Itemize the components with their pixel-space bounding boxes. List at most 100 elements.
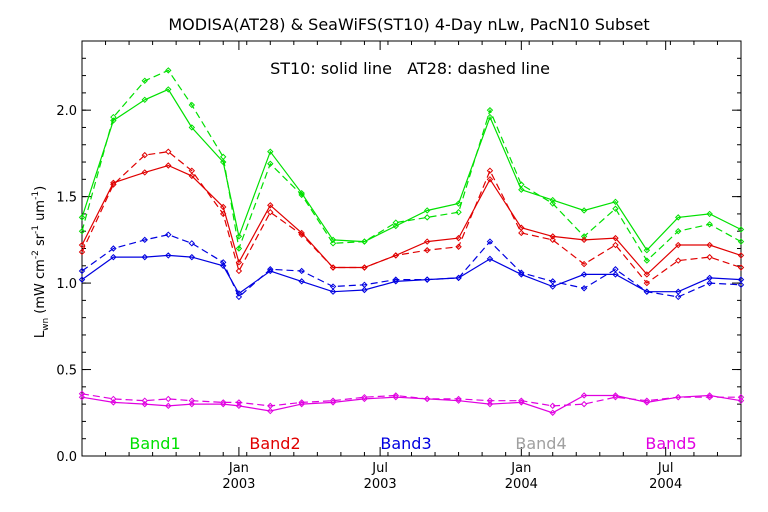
band5-solid-point [188, 400, 196, 408]
band3-dashed-point [643, 288, 651, 295]
band2-dashed-point [165, 148, 172, 155]
x-tick-label: Jan [510, 461, 531, 476]
band5-solid-point [267, 407, 274, 415]
band3-dashed-point [235, 293, 243, 301]
band5-solid-point [486, 400, 494, 408]
band5-dashed-point [486, 397, 494, 404]
band2-solid-point [675, 241, 682, 249]
band3-solid-point [141, 253, 148, 261]
band1-dashed-point [188, 101, 196, 109]
band5-solid-point [549, 409, 556, 416]
x-tick-label: Jan [228, 461, 249, 476]
ylabel-exp1: -2 [31, 250, 41, 259]
band5-dashed-point [643, 397, 651, 404]
band3-dashed-point [78, 267, 86, 275]
band3-solid-point [580, 271, 588, 278]
band5-dashed-point [580, 400, 588, 408]
band5-solid-point [706, 392, 713, 399]
band1-solid-point [486, 113, 494, 121]
band5-dashed-point [518, 397, 525, 404]
band2-solid-point [612, 234, 619, 242]
band2-solid-point [141, 169, 148, 176]
band1-dashed-point [298, 191, 305, 199]
band1-solid-point [675, 214, 682, 221]
band2-dashed-point [298, 231, 305, 238]
band3-dashed-point [549, 278, 556, 285]
band2-dashed-point [675, 257, 682, 264]
y-tick-label: 0.5 [56, 364, 77, 379]
band1-dashed-point [486, 106, 494, 114]
band1-dashed-point [455, 208, 462, 216]
x-tick-year: 2003 [364, 477, 397, 492]
band1-solid-point [643, 247, 651, 254]
band1-solid-point [518, 186, 525, 193]
band2-dashed-point [141, 151, 148, 159]
band3-dashed-point [267, 266, 274, 273]
chart-title: MODISA(AT28) & SeaWiFS(ST10) 4-Day nLw, … [168, 15, 649, 34]
band5-dashed-point [220, 399, 227, 406]
band3-solid-point [165, 252, 172, 259]
y-tick-label: 2.0 [56, 104, 77, 119]
band5-dashed-point [549, 402, 556, 410]
band2-solid-point [737, 252, 745, 259]
band2-dashed-line [81, 151, 742, 284]
band3-dashed-point [486, 238, 494, 245]
x-tick-year: 2004 [505, 477, 538, 492]
band1-solid-line [81, 88, 742, 252]
band5-dashed-point [298, 399, 305, 406]
band5-dashed-point [235, 399, 243, 406]
band3-solid-point [188, 253, 196, 261]
band3-solid-point [329, 288, 337, 295]
band1-solid-point [110, 117, 117, 124]
band5-dashed-point [165, 395, 172, 403]
band5-dashed-point [612, 394, 619, 401]
band2-solid-point [486, 176, 494, 183]
band5-solid-point [737, 397, 745, 404]
band3-dashed-point [675, 293, 682, 301]
band2-dashed-point [706, 253, 713, 261]
y-tick-label: 1.0 [56, 277, 77, 292]
band1-dashed-point [737, 238, 745, 245]
band5-solid-point [580, 392, 588, 399]
x-tick-year: 2004 [649, 477, 682, 492]
band1-dashed-point [580, 233, 588, 240]
legend-band3: Band3 [380, 434, 431, 453]
band1-solid-point [392, 222, 400, 230]
band1-solid-point [423, 207, 431, 214]
line-style-annotation: ST10: solid line AT28: dashed line [270, 59, 550, 78]
x-tick-label: Jul [371, 461, 388, 476]
band2-dashed-point [78, 248, 86, 256]
band1-dashed-point [78, 228, 86, 235]
ylabel-sub: wn [41, 318, 51, 331]
band2-solid-point [235, 259, 243, 266]
band3-solid-point [298, 278, 305, 285]
legend-band1: Band1 [129, 434, 180, 453]
band1-dashed-point [329, 240, 337, 247]
band2-dashed-point [188, 167, 196, 174]
band3-dashed-point [361, 281, 368, 289]
band3-dashed-point [329, 283, 337, 290]
band5-dashed-point [110, 395, 117, 403]
band1-dashed-point [220, 153, 227, 161]
band2-dashed-point [612, 241, 619, 249]
band2-dashed-point [235, 267, 243, 275]
band3-dashed-point [423, 276, 431, 283]
band2-dashed-point [110, 181, 117, 188]
band2-solid-point [220, 203, 227, 211]
band2-solid-point [423, 238, 431, 245]
band3-dashed-point [706, 279, 713, 287]
legend-band5: Band5 [645, 434, 696, 453]
band1-dashed-point [392, 219, 400, 226]
plot-area: 0.00.51.01.52.0Jan2003Jul2003Jan2004Jul2… [56, 40, 745, 492]
band1-dashed-point [141, 77, 148, 84]
band5-dashed-point [737, 394, 745, 401]
band5-dashed-point [78, 390, 86, 397]
band5-solid-line [81, 394, 742, 414]
band2-solid-point [188, 172, 196, 180]
band1-solid-point [267, 148, 274, 155]
band3-dashed-point [298, 267, 305, 275]
band1-solid-point [706, 210, 713, 218]
band3-dashed-point [518, 269, 525, 276]
band1-dashed-line [81, 69, 742, 262]
